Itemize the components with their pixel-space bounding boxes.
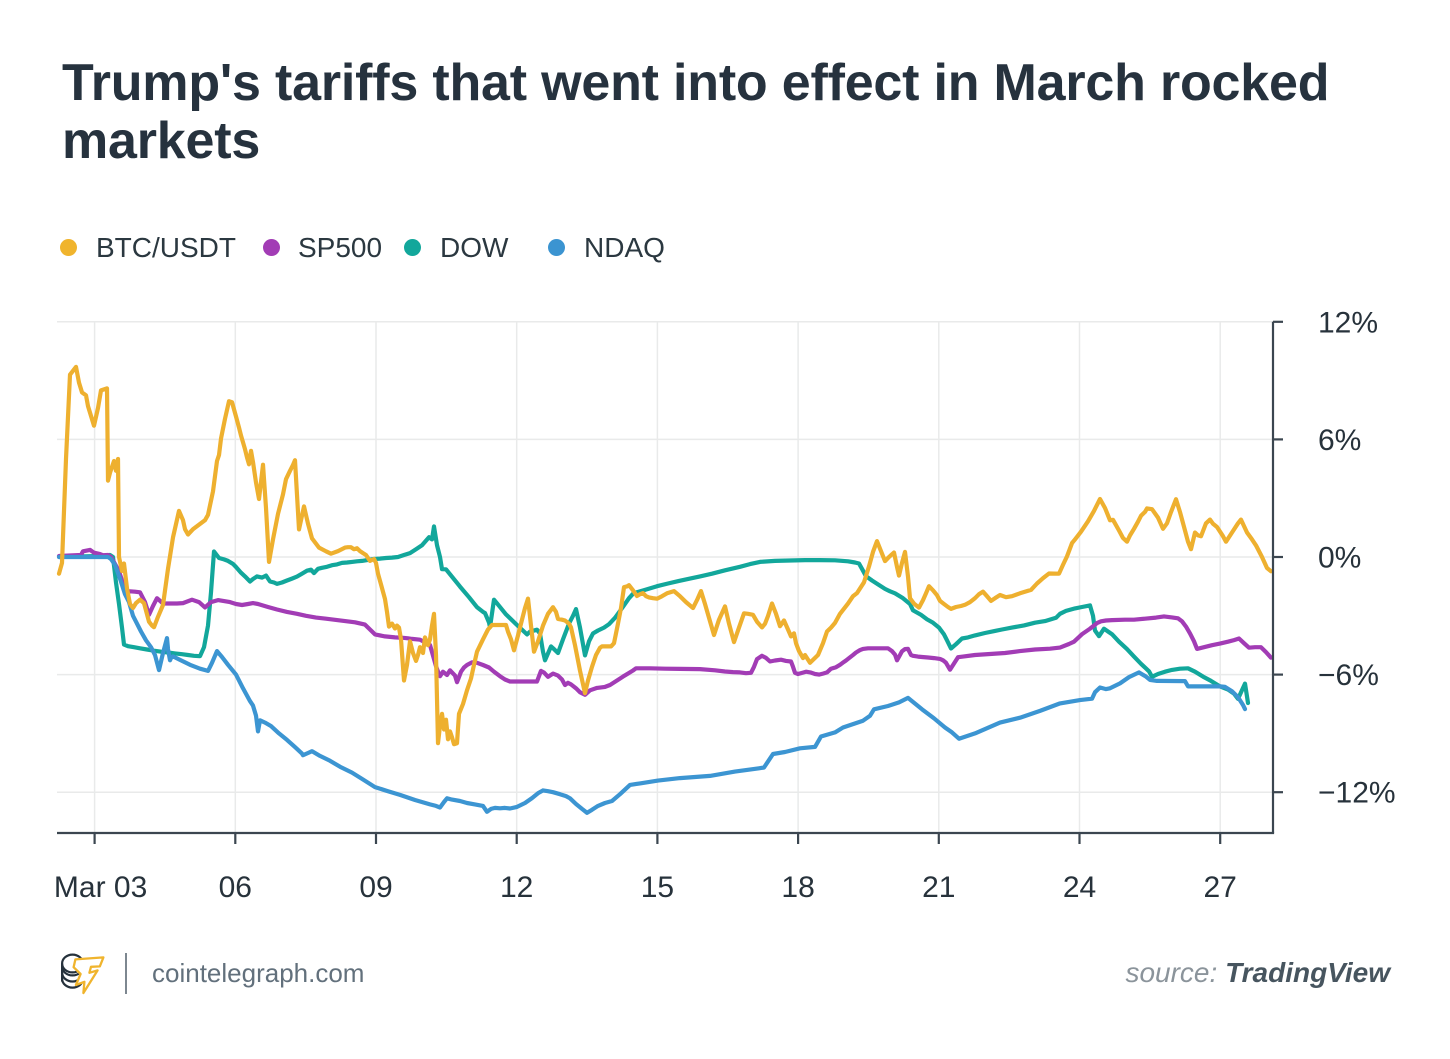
svg-text:15: 15	[641, 871, 674, 904]
svg-text:12%: 12%	[1318, 306, 1378, 339]
svg-text:Mar 03: Mar 03	[54, 871, 147, 904]
svg-text:09: 09	[359, 871, 392, 904]
svg-text:21: 21	[922, 871, 955, 904]
svg-text:12: 12	[500, 871, 533, 904]
svg-text:−6%: −6%	[1318, 659, 1379, 692]
svg-text:06: 06	[219, 871, 252, 904]
svg-text:6%: 6%	[1318, 424, 1361, 457]
svg-text:27: 27	[1204, 871, 1237, 904]
svg-text:24: 24	[1063, 871, 1096, 904]
svg-text:18: 18	[781, 871, 814, 904]
svg-text:−12%: −12%	[1318, 777, 1396, 810]
svg-text:0%: 0%	[1318, 542, 1361, 575]
